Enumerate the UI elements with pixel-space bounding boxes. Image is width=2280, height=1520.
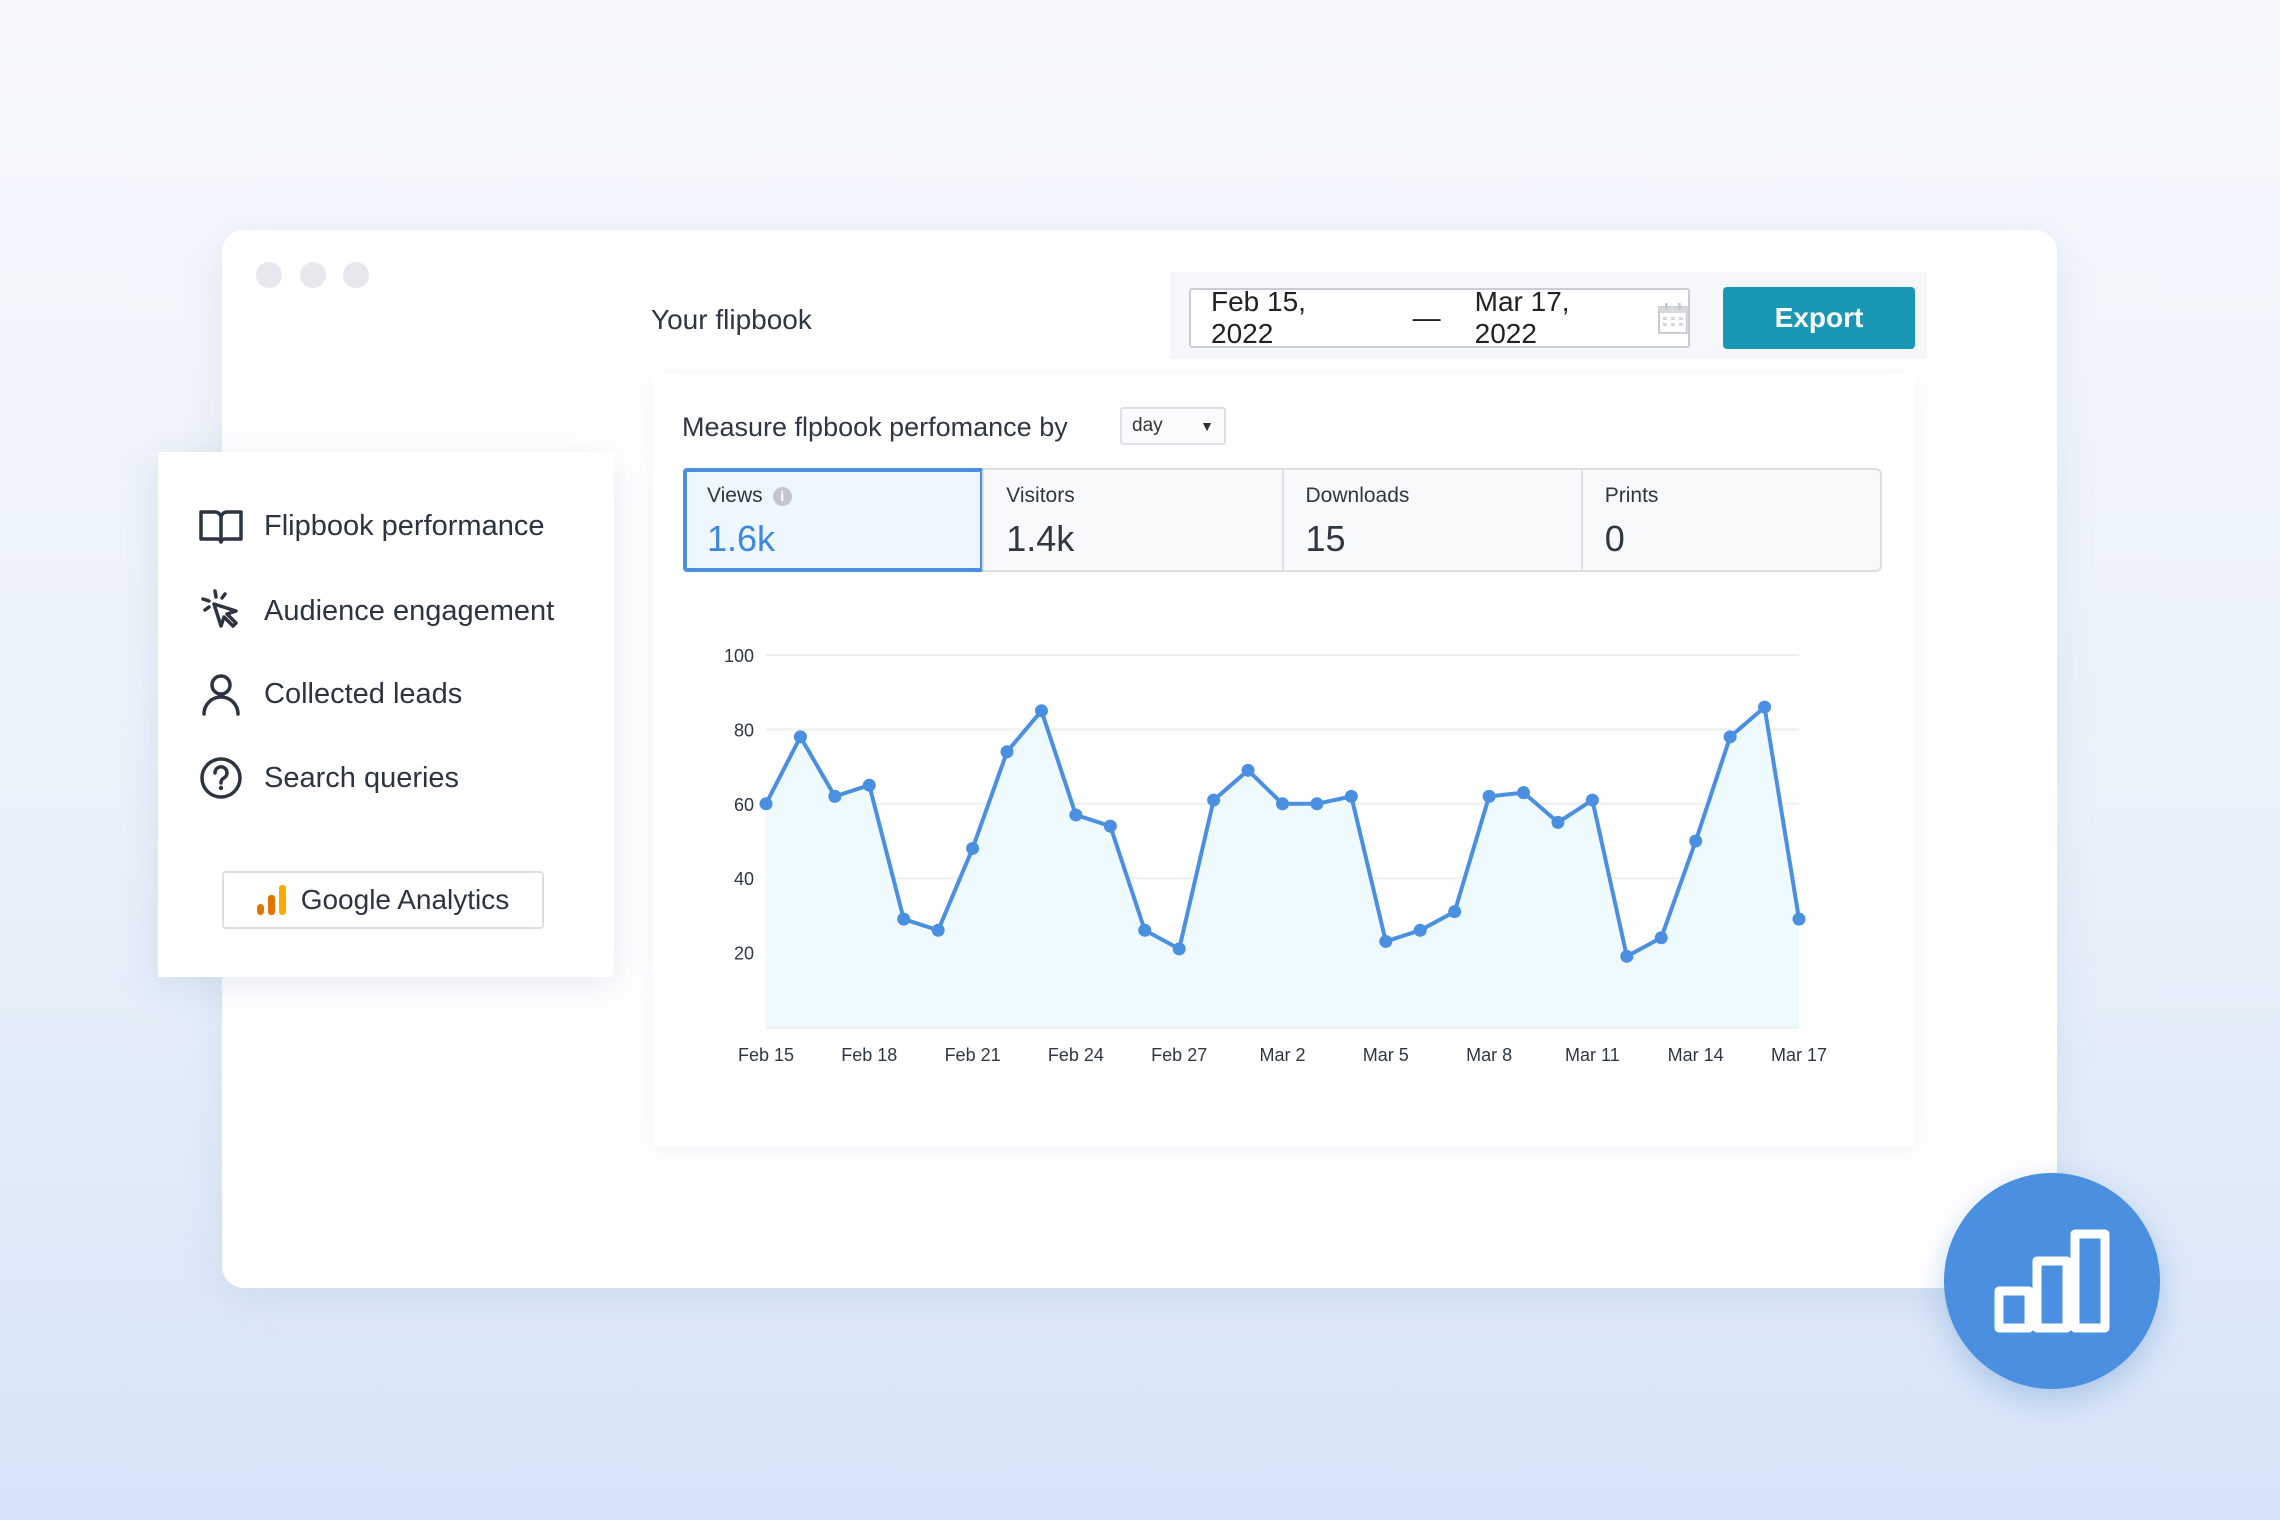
y-tick-label: 20 (734, 944, 754, 964)
data-point (1069, 808, 1083, 822)
book-icon (199, 510, 243, 544)
metric-value: 15 (1305, 518, 1346, 559)
metric-value: 1.4k (1006, 518, 1075, 559)
x-tick-label: Mar 8 (1466, 1045, 1512, 1065)
data-point (1482, 789, 1496, 803)
google-analytics-icon (256, 885, 286, 915)
caret-down-icon: ▼ (1200, 418, 1214, 434)
page-title: Your flipbook (651, 304, 812, 335)
data-point (1379, 934, 1393, 948)
x-tick-label: Mar 14 (1668, 1045, 1724, 1065)
data-point (1792, 912, 1806, 926)
info-icon[interactable]: i (772, 486, 792, 506)
data-point (1241, 763, 1255, 777)
data-point (1758, 700, 1772, 714)
y-tick-label: 40 (734, 869, 754, 889)
calendar-icon[interactable] (1658, 302, 1688, 334)
data-point (1138, 923, 1152, 937)
sidebar-item-label: Search queries (264, 761, 460, 794)
area-fill (766, 707, 1799, 1027)
data-point (1620, 949, 1634, 963)
x-tick-label: Feb 24 (1048, 1045, 1104, 1065)
data-point (966, 841, 980, 855)
sidebar-item-label: Collected leads (264, 677, 463, 710)
data-point (1517, 786, 1531, 800)
data-point (1344, 789, 1358, 803)
data-point (1551, 815, 1565, 829)
metric-label: Prints (1604, 484, 1659, 507)
data-point (897, 912, 911, 926)
metric-label: Views (707, 484, 763, 507)
metric-value: 0 (1604, 518, 1625, 559)
cursor-click-icon (201, 589, 238, 628)
data-point (1034, 704, 1048, 718)
x-tick-label: Feb 15 (738, 1045, 794, 1065)
metric-tabs: Views i 1.6k Visitors 1.4k Downloads 15 P… (683, 468, 1882, 572)
data-point (1103, 819, 1117, 833)
metric-tab-visitors[interactable]: Visitors 1.4k (982, 470, 1281, 570)
x-tick-label: Feb 21 (945, 1045, 1001, 1065)
metric-value: 1.6k (707, 518, 776, 559)
data-point (759, 797, 773, 811)
sidebar-item-label: Audience engagement (264, 594, 555, 627)
data-point (1585, 793, 1599, 807)
y-tick-label: 80 (734, 720, 754, 740)
question-circle-icon (200, 757, 242, 799)
data-point (1000, 745, 1014, 759)
data-point (1276, 797, 1289, 811)
data-point (1689, 834, 1703, 848)
sidebar-item-search-queries[interactable]: Search queries (198, 755, 459, 801)
data-point (862, 778, 876, 792)
data-point (1207, 793, 1221, 807)
data-point (1310, 797, 1324, 811)
data-point (828, 789, 842, 803)
date-to[interactable]: Mar 17, 2022 (1474, 286, 1570, 349)
google-analytics-button[interactable]: Google Analytics (222, 871, 544, 929)
period-select[interactable]: day ▼ (1120, 407, 1226, 445)
metric-label: Downloads (1305, 484, 1410, 507)
x-tick-label: Feb 18 (841, 1045, 897, 1065)
x-tick-label: Feb 27 (1151, 1045, 1207, 1065)
sidebar-item-label: Flipbook performance (264, 509, 545, 542)
x-tick-label: Mar 17 (1771, 1045, 1827, 1065)
sidebar-item-audience-engagement[interactable]: Audience engagement (198, 588, 554, 634)
x-tick-label: Mar 5 (1363, 1045, 1409, 1065)
user-icon (202, 674, 240, 716)
period-select-value: day (1132, 415, 1163, 436)
metric-tab-views[interactable]: Views i 1.6k (683, 468, 985, 572)
sidebar-item-collected-leads[interactable]: Collected leads (198, 671, 462, 717)
window-minimize-dot[interactable] (300, 262, 326, 288)
date-range-picker[interactable]: Feb 15, 2022 — Mar 17, 2022 (1189, 286, 1690, 349)
date-from[interactable]: Feb 15, 2022 (1211, 286, 1306, 349)
data-point (1448, 905, 1462, 919)
measure-label: Measure flpbook perfomance by (682, 412, 1068, 442)
x-tick-label: Mar 11 (1565, 1045, 1620, 1065)
bar-chart-icon (1994, 1229, 2110, 1333)
x-tick-label: Mar 2 (1259, 1045, 1305, 1065)
metric-label: Visitors (1006, 484, 1075, 507)
data-point (1172, 942, 1186, 956)
data-point (1413, 923, 1427, 937)
export-button[interactable]: Export (1723, 287, 1915, 349)
data-point (1654, 931, 1668, 945)
date-separator: — (1412, 302, 1441, 333)
analytics-badge (1944, 1173, 2160, 1389)
metric-tab-prints[interactable]: Prints 0 (1580, 470, 1880, 570)
window-maximize-dot[interactable] (343, 262, 369, 288)
y-tick-label: 100 (724, 646, 754, 666)
google-analytics-label: Google Analytics (300, 884, 510, 915)
sidebar-item-flipbook-performance[interactable]: Flipbook performance (198, 503, 544, 549)
metric-tab-downloads[interactable]: Downloads 15 (1281, 470, 1581, 570)
data-point (1723, 730, 1737, 744)
window-close-dot[interactable] (256, 262, 282, 288)
data-point (793, 730, 807, 744)
data-point (931, 923, 945, 937)
y-tick-label: 60 (734, 795, 754, 815)
